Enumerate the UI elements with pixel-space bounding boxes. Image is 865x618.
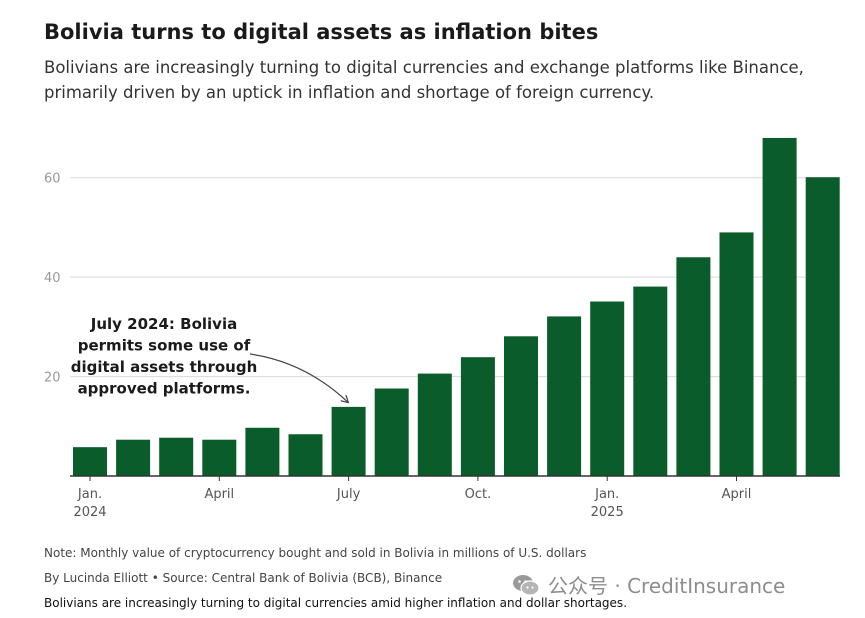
x-axis: Jan. 2024 April July Oct. Jan. 2025 April — [70, 475, 840, 520]
bar — [504, 336, 538, 476]
bar — [245, 427, 280, 476]
bar — [374, 388, 409, 476]
chart-note: Note: Monthly value of cryptocurrency bo… — [44, 546, 587, 560]
annotation-line: digital assets through — [71, 358, 258, 376]
x-tick-label: July — [336, 487, 361, 502]
watermark-text: 公众号 · CreditInsurance — [548, 574, 786, 598]
annotation-line: July 2024: Bolivia — [90, 315, 237, 333]
bar — [547, 316, 582, 476]
gridlines: 20 40 60 — [44, 172, 840, 386]
bar — [331, 406, 366, 476]
annotation-arrow — [249, 353, 348, 402]
bar-chart: 20 40 60 Jan. 2024 April July Oct. Jan. 2025 Apri… — [44, 137, 840, 520]
bar — [159, 437, 194, 476]
annotation-text: July 2024: Bolivia permits some use of dig… — [71, 315, 258, 398]
chart-byline: By Lucinda Elliott • Source: Central Ban… — [44, 571, 443, 585]
x-tick-label: April — [204, 487, 234, 502]
annotation: July 2024: Bolivia permits some use of dig… — [71, 315, 348, 402]
bar — [805, 177, 840, 476]
x-tick-label: Oct. — [465, 487, 492, 502]
x-tick-year-label: 2024 — [73, 505, 106, 520]
bar — [676, 257, 711, 476]
x-tick-label: Jan. — [594, 487, 619, 502]
watermark: 公众号 · CreditInsurance — [512, 570, 785, 599]
bar — [762, 137, 797, 476]
bar — [590, 301, 625, 476]
wechat-icon — [513, 574, 540, 596]
bars — [73, 137, 840, 476]
annotation-line: approved platforms. — [78, 380, 251, 398]
bar — [288, 434, 323, 476]
bar — [417, 373, 452, 476]
bar — [73, 447, 107, 476]
chart-caption: Bolivians are increasingly turning to di… — [44, 596, 628, 610]
x-tick-year-label: 2025 — [591, 505, 624, 520]
bar — [202, 439, 237, 476]
bar — [116, 439, 151, 476]
annotation-line: permits some use of — [78, 337, 251, 355]
bar — [719, 232, 754, 476]
x-tick-label: April — [722, 487, 752, 502]
chart-title: Bolivia turns to digital assets as infla… — [44, 20, 599, 44]
bar — [633, 286, 668, 476]
bar — [460, 357, 495, 476]
chart-subtitle: Bolivians are increasingly turning to di… — [44, 58, 804, 102]
x-tick-label: Jan. — [77, 487, 102, 502]
y-tick-label: 60 — [44, 172, 61, 187]
y-tick-label: 20 — [44, 371, 61, 386]
y-tick-label: 40 — [44, 271, 61, 286]
